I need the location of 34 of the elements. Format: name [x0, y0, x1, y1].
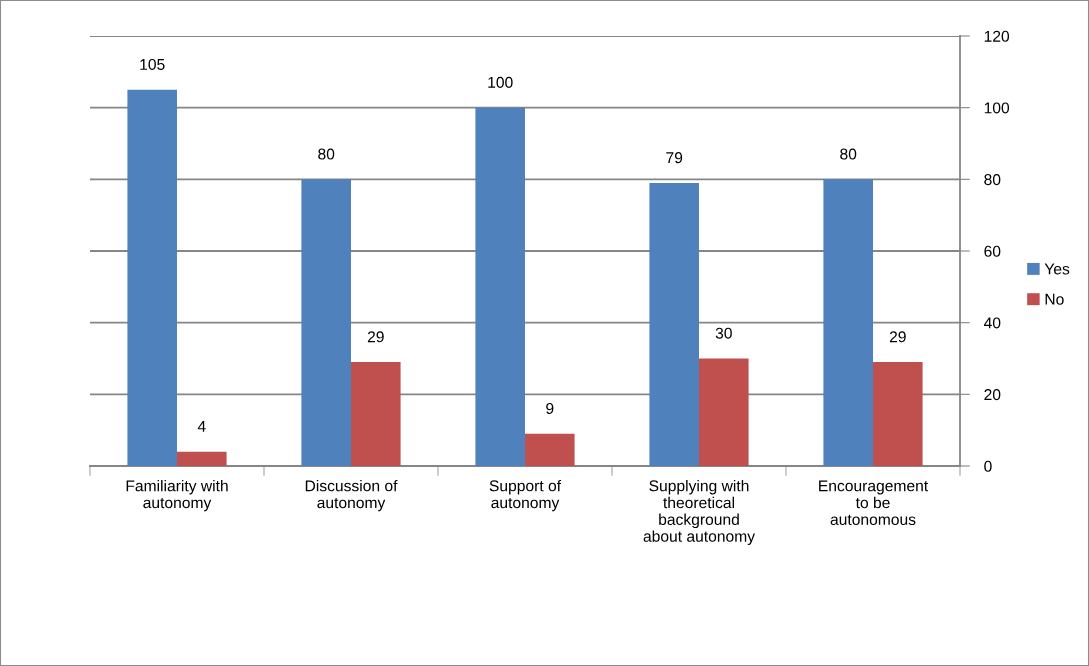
- bar: [873, 362, 923, 466]
- y-tick-label: 100: [984, 102, 1010, 114]
- data-label: 80: [840, 148, 857, 160]
- x-tick-label: Discussion of autonomy: [305, 479, 398, 512]
- bar: [699, 358, 749, 466]
- data-label: 4: [197, 421, 206, 432]
- bar: [475, 107, 525, 466]
- legend-label: Yes: [1044, 263, 1070, 275]
- y-tick-label: 0: [984, 460, 992, 472]
- data-label: 9: [546, 402, 554, 414]
- x-tick-label: Supplying with theoretical background about autonomy: [643, 479, 756, 545]
- bar: [351, 362, 401, 466]
- data-label: 30: [715, 327, 732, 339]
- bar: [301, 179, 351, 466]
- bar: [649, 182, 699, 466]
- data-label: 80: [318, 148, 335, 160]
- y-tick-label: 60: [984, 245, 1001, 257]
- data-label: 29: [889, 331, 906, 343]
- x-tick-label: Familiarity with autonomy: [126, 479, 228, 512]
- bar: [177, 451, 227, 466]
- y-tick-label: 40: [983, 317, 1001, 329]
- y-tick-label: 120: [984, 30, 1010, 42]
- data-label: 105: [140, 58, 165, 70]
- y-tick-label: 20: [984, 389, 1001, 401]
- bar: [127, 89, 177, 466]
- legend-label: No: [1045, 293, 1064, 305]
- data-label: 29: [367, 331, 384, 343]
- data-label: 100: [488, 76, 513, 88]
- bar: [823, 179, 873, 466]
- x-tick-label: Support of autonomy: [489, 479, 562, 512]
- data-label: 79: [666, 152, 683, 164]
- y-tick-label: 80: [984, 174, 1001, 186]
- bar: [525, 433, 575, 466]
- x-tick-label: Encouragement to be autonomous: [819, 480, 929, 526]
